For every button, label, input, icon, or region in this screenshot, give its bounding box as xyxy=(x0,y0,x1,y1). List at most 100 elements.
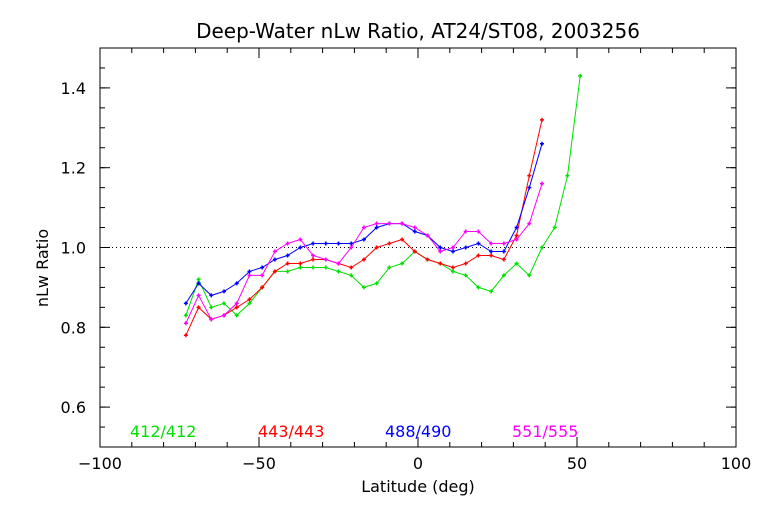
data-point xyxy=(438,249,443,254)
data-point xyxy=(425,257,430,262)
data-point xyxy=(323,257,328,262)
data-point xyxy=(514,261,519,266)
data-point xyxy=(540,141,545,146)
data-point xyxy=(183,313,188,318)
series-line xyxy=(185,183,543,324)
data-point xyxy=(387,221,392,226)
data-point xyxy=(450,269,455,274)
data-point xyxy=(349,265,354,270)
data-point xyxy=(196,277,201,282)
data-point xyxy=(527,273,532,278)
legend-label: 412/412 xyxy=(130,422,196,441)
data-point xyxy=(349,241,354,246)
data-point xyxy=(387,241,392,246)
data-point xyxy=(298,245,303,250)
x-tick-label: −100 xyxy=(78,454,122,473)
data-point xyxy=(285,261,290,266)
data-point xyxy=(476,285,481,290)
data-point xyxy=(285,253,290,258)
data-point xyxy=(425,233,430,238)
data-point xyxy=(361,237,366,242)
data-point xyxy=(501,249,506,254)
data-point xyxy=(349,273,354,278)
legend-label: 488/490 xyxy=(385,422,451,441)
data-point xyxy=(196,293,201,298)
series-group xyxy=(183,73,583,338)
data-point xyxy=(260,273,265,278)
data-point xyxy=(463,261,468,266)
x-tick-label: −50 xyxy=(242,454,276,473)
data-point xyxy=(260,265,265,270)
data-point xyxy=(400,221,405,226)
data-point xyxy=(336,269,341,274)
data-point xyxy=(412,225,417,230)
data-point xyxy=(222,301,227,306)
data-point xyxy=(578,73,583,78)
data-point xyxy=(374,245,379,250)
data-point xyxy=(272,257,277,262)
data-point xyxy=(552,225,557,230)
data-point xyxy=(285,269,290,274)
data-point xyxy=(285,241,290,246)
data-point xyxy=(298,261,303,266)
y-tick-label: 0.6 xyxy=(61,398,86,417)
data-point xyxy=(540,245,545,250)
legend-label: 551/555 xyxy=(512,422,578,441)
y-tick-label: 1.2 xyxy=(61,159,86,178)
data-point xyxy=(412,229,417,234)
data-point xyxy=(476,253,481,258)
data-point xyxy=(450,265,455,270)
data-point xyxy=(323,241,328,246)
data-point xyxy=(234,281,239,286)
data-point xyxy=(311,257,316,262)
data-point xyxy=(183,333,188,338)
x-tick-label: 50 xyxy=(567,454,587,473)
data-point xyxy=(400,237,405,242)
data-point xyxy=(247,301,252,306)
data-point xyxy=(183,301,188,306)
x-axis-label: Latitude (deg) xyxy=(361,477,475,496)
data-point xyxy=(476,229,481,234)
data-point xyxy=(501,273,506,278)
data-point xyxy=(196,281,201,286)
data-point xyxy=(247,273,252,278)
legend: 412/412 443/443 488/490 551/555 xyxy=(130,422,578,441)
data-point xyxy=(336,261,341,266)
data-point xyxy=(438,245,443,250)
data-point xyxy=(489,253,494,258)
y-axis-label: nLw Ratio xyxy=(33,229,52,307)
data-point xyxy=(336,241,341,246)
chart-title: Deep-Water nLw Ratio, AT24/ST08, 2003256 xyxy=(196,19,640,43)
data-point xyxy=(374,221,379,226)
data-point xyxy=(527,221,532,226)
data-point xyxy=(260,285,265,290)
legend-label: 443/443 xyxy=(258,422,324,441)
data-point xyxy=(323,265,328,270)
y-tick-label: 1.4 xyxy=(61,79,86,98)
data-point xyxy=(438,261,443,266)
data-point xyxy=(463,245,468,250)
data-point xyxy=(298,237,303,242)
data-point xyxy=(514,225,519,230)
data-point xyxy=(311,253,316,258)
data-point xyxy=(527,185,532,190)
series-line xyxy=(185,75,581,316)
data-point xyxy=(514,233,519,238)
data-point xyxy=(222,313,227,318)
data-point xyxy=(400,261,405,266)
data-point xyxy=(361,257,366,262)
data-point xyxy=(374,225,379,230)
data-point xyxy=(234,313,239,318)
data-point xyxy=(349,245,354,250)
data-point xyxy=(196,305,201,310)
data-point xyxy=(527,173,532,178)
data-point xyxy=(272,249,277,254)
axis-ticks: −100 −50 0 50 100 0.6 0.8 1.0 1.2 1.4 xyxy=(61,47,751,473)
data-point xyxy=(501,257,506,262)
data-point xyxy=(311,241,316,246)
data-point xyxy=(209,317,214,322)
data-point xyxy=(463,273,468,278)
data-point xyxy=(565,173,570,178)
data-point xyxy=(540,117,545,122)
